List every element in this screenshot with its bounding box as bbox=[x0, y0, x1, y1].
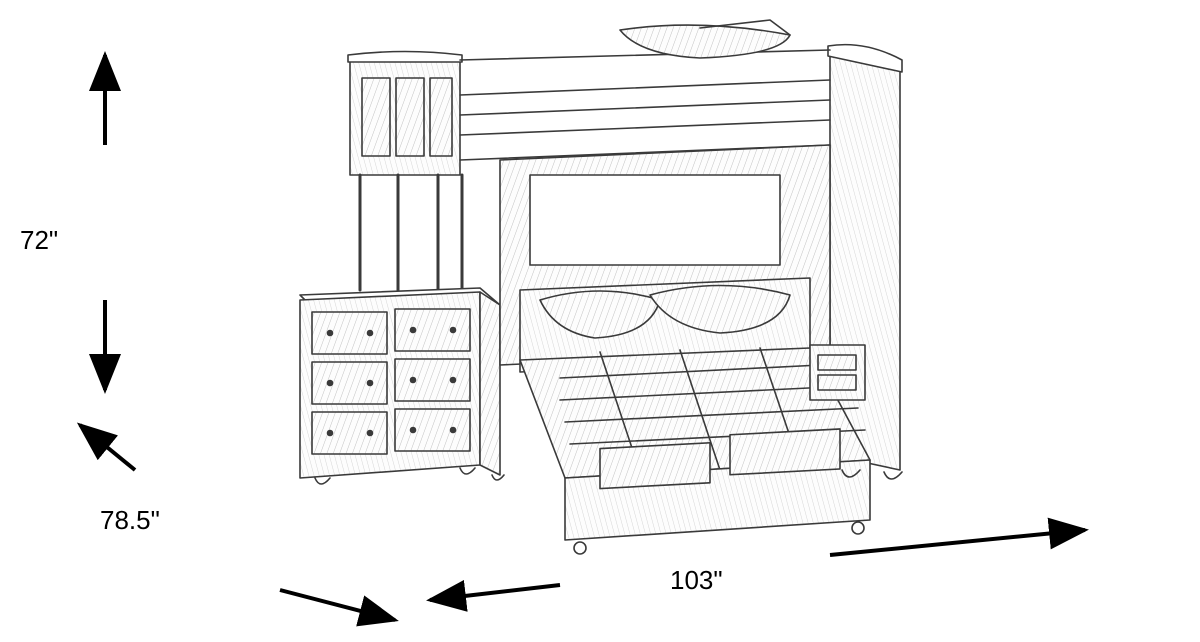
upper-left-headboard bbox=[348, 52, 462, 176]
furniture-sketch bbox=[300, 20, 902, 554]
depth-arrow-front bbox=[280, 590, 395, 620]
nightstand bbox=[810, 345, 865, 400]
width-arrow-left bbox=[430, 585, 560, 600]
upper-bunk-rails bbox=[460, 50, 830, 160]
diagram-canvas: 72" 78.5" 103" bbox=[0, 0, 1200, 642]
depth-arrow-back bbox=[80, 425, 135, 470]
diagram-svg bbox=[0, 0, 1200, 642]
dresser bbox=[300, 292, 504, 484]
width-arrow-right bbox=[830, 530, 1085, 555]
